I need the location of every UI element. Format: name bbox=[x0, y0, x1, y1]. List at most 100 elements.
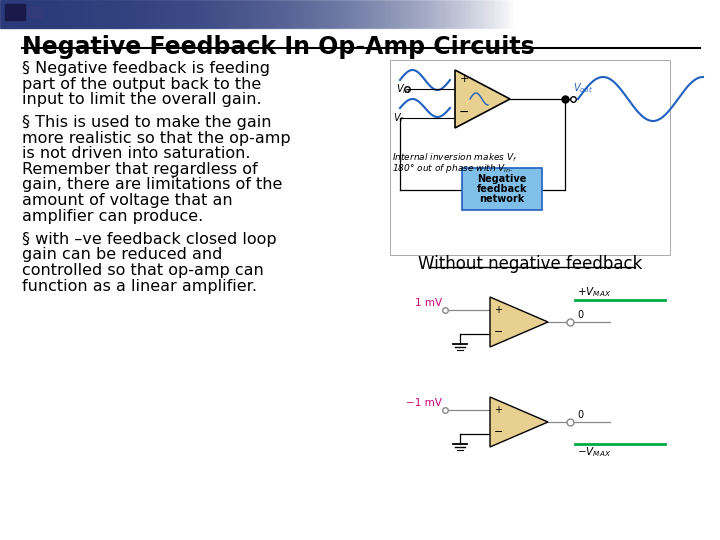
Bar bbox=[38, 0, 39, 28]
Bar bbox=[114, 0, 115, 28]
Bar bbox=[277, 0, 278, 28]
Bar bbox=[229, 0, 230, 28]
Bar bbox=[448, 0, 449, 28]
Bar bbox=[228, 0, 229, 28]
Bar bbox=[373, 0, 374, 28]
Bar bbox=[256, 0, 257, 28]
Bar bbox=[319, 0, 320, 28]
Bar bbox=[211, 0, 212, 28]
Bar bbox=[234, 0, 235, 28]
Bar bbox=[232, 0, 233, 28]
Bar bbox=[519, 0, 520, 28]
Bar bbox=[10, 0, 11, 28]
Bar bbox=[503, 0, 504, 28]
Bar bbox=[557, 0, 558, 28]
Bar bbox=[169, 0, 170, 28]
Bar bbox=[577, 0, 578, 28]
Bar bbox=[441, 0, 442, 28]
Bar bbox=[535, 0, 536, 28]
Bar bbox=[92, 0, 93, 28]
Bar bbox=[322, 0, 323, 28]
Bar bbox=[36, 0, 37, 28]
Bar bbox=[117, 0, 118, 28]
Bar bbox=[466, 0, 467, 28]
Bar bbox=[324, 0, 325, 28]
Bar bbox=[676, 0, 677, 28]
Bar bbox=[678, 0, 679, 28]
Bar bbox=[242, 0, 243, 28]
Bar bbox=[664, 0, 665, 28]
Text: +: + bbox=[494, 405, 502, 415]
Bar bbox=[120, 0, 121, 28]
Bar bbox=[425, 0, 426, 28]
Bar bbox=[409, 0, 410, 28]
Bar bbox=[524, 0, 525, 28]
Text: 0: 0 bbox=[577, 310, 583, 320]
Bar bbox=[248, 0, 249, 28]
Bar bbox=[269, 0, 270, 28]
Bar bbox=[127, 0, 128, 28]
Bar bbox=[392, 0, 393, 28]
Bar bbox=[289, 0, 290, 28]
Bar bbox=[215, 0, 216, 28]
Bar bbox=[548, 0, 549, 28]
Bar bbox=[3, 0, 4, 28]
Bar bbox=[295, 0, 296, 28]
Bar bbox=[219, 0, 220, 28]
Bar bbox=[292, 0, 293, 28]
Bar bbox=[18, 0, 19, 28]
Bar bbox=[45, 0, 46, 28]
Bar bbox=[297, 0, 298, 28]
Bar bbox=[283, 0, 284, 28]
Bar bbox=[164, 0, 165, 28]
Bar bbox=[53, 0, 54, 28]
Bar bbox=[467, 0, 468, 28]
Bar bbox=[708, 0, 709, 28]
Bar bbox=[608, 0, 609, 28]
Bar bbox=[113, 0, 114, 28]
Bar bbox=[468, 0, 469, 28]
Bar bbox=[419, 0, 420, 28]
Bar bbox=[97, 0, 98, 28]
Bar bbox=[21, 0, 22, 28]
Bar bbox=[77, 0, 78, 28]
Bar bbox=[523, 0, 524, 28]
Bar bbox=[493, 0, 494, 28]
Bar bbox=[156, 0, 157, 28]
Bar bbox=[663, 0, 664, 28]
Bar bbox=[293, 0, 294, 28]
Bar bbox=[351, 0, 352, 28]
Bar bbox=[479, 0, 480, 28]
Bar bbox=[434, 0, 435, 28]
Bar bbox=[719, 0, 720, 28]
Bar bbox=[259, 0, 260, 28]
Bar bbox=[592, 0, 593, 28]
Bar bbox=[80, 0, 81, 28]
Bar bbox=[366, 0, 367, 28]
Bar bbox=[620, 0, 621, 28]
Bar bbox=[518, 0, 519, 28]
Bar bbox=[520, 0, 521, 28]
Bar bbox=[42, 0, 43, 28]
Bar bbox=[413, 0, 414, 28]
Bar bbox=[464, 0, 465, 28]
Bar bbox=[329, 0, 330, 28]
Bar bbox=[243, 0, 244, 28]
Bar bbox=[359, 0, 360, 28]
Bar bbox=[26, 0, 27, 28]
Text: $V_{out}$: $V_{out}$ bbox=[573, 81, 593, 95]
Bar bbox=[170, 0, 171, 28]
Bar bbox=[264, 0, 265, 28]
Bar bbox=[99, 0, 100, 28]
Bar bbox=[139, 0, 140, 28]
Bar bbox=[370, 0, 371, 28]
Text: part of the output back to the: part of the output back to the bbox=[22, 77, 261, 91]
Bar bbox=[460, 0, 461, 28]
Bar bbox=[554, 0, 555, 28]
Bar bbox=[551, 0, 552, 28]
Bar bbox=[552, 0, 553, 28]
Bar bbox=[158, 0, 159, 28]
Bar bbox=[580, 0, 581, 28]
Bar bbox=[161, 0, 162, 28]
Bar bbox=[271, 0, 272, 28]
